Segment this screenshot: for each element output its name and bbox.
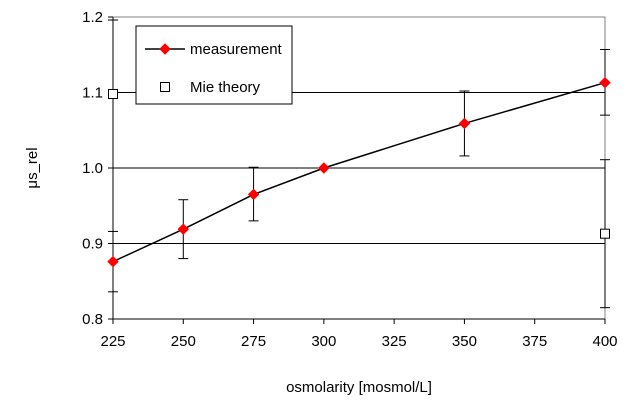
x-tick-label: 325 xyxy=(382,333,407,350)
x-tick-label: 400 xyxy=(592,333,617,350)
measurement-point xyxy=(247,188,260,201)
measurement-point xyxy=(458,117,471,130)
legend-measurement-marker xyxy=(159,43,171,55)
legend-label-mie-theory: Mie theory xyxy=(190,79,261,96)
measurement-line xyxy=(112,81,606,263)
legend: measurement Mie theory xyxy=(135,25,293,105)
mie-theory-point xyxy=(108,89,118,100)
x-tick-label: 300 xyxy=(311,333,336,350)
y-tick-label: 1.0 xyxy=(82,160,103,177)
y-tick-label: 0.8 xyxy=(82,311,103,328)
x-tick-label: 275 xyxy=(241,333,266,350)
y-tick-label: 1.1 xyxy=(82,85,103,102)
legend-mie-theory-marker xyxy=(160,82,170,92)
gridlines xyxy=(113,92,605,244)
x-tick-label: 250 xyxy=(171,333,196,350)
data-markers xyxy=(107,76,611,268)
x-tick-label: 350 xyxy=(452,333,477,350)
measurement-point xyxy=(318,162,330,174)
series-lines xyxy=(112,81,606,263)
mie-theory-point xyxy=(600,228,610,239)
measurement-point xyxy=(107,255,119,268)
y-tick-label: 0.9 xyxy=(82,236,103,253)
x-tick-label: 375 xyxy=(522,333,547,350)
x-tick-label: 225 xyxy=(100,333,125,350)
measurement-point xyxy=(177,223,189,235)
legend-label-measurement: measurement xyxy=(190,41,283,58)
x-axis-ticks: 225 250 275 300 325 350 375 400 xyxy=(100,318,618,350)
x-axis-title: osmolarity [mosmol/L] xyxy=(286,379,432,396)
y-tick-label: 1.2 xyxy=(82,9,103,26)
y-axis-title: μs_rel xyxy=(24,147,41,188)
measurement-point xyxy=(599,76,611,89)
